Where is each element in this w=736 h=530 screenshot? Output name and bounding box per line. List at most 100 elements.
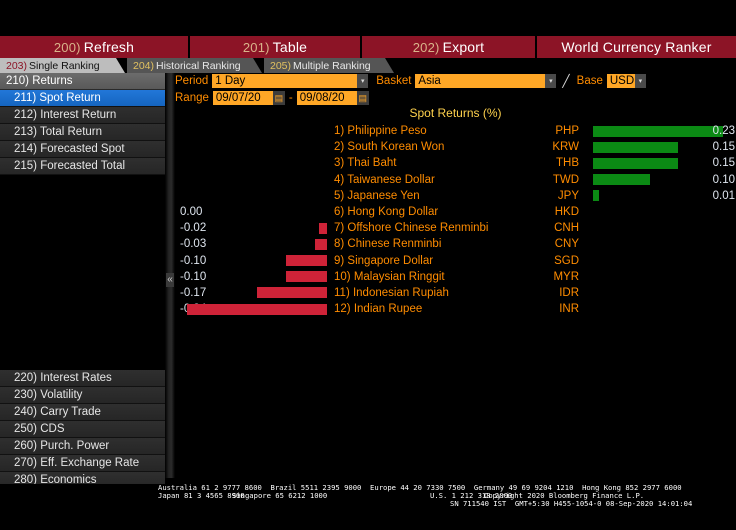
chart-row[interactable]: 0.10 4) Taiwanese Dollar TWD xyxy=(175,172,736,188)
range-end-calendar-icon[interactable]: ▤ xyxy=(356,91,369,105)
chart-row-index: 2) xyxy=(334,141,348,154)
sidebar-item-total-return[interactable]: 213) Total Return xyxy=(0,124,165,141)
sidebar-item-forecasted-total[interactable]: 215) Forecasted Total xyxy=(0,158,165,175)
collapse-sidebar-icon[interactable]: « xyxy=(166,273,174,287)
chart-bar-negative[interactable] xyxy=(285,255,327,266)
chart-row-positive-value: 0.15 xyxy=(712,141,735,154)
sidebar-item-interest-rates[interactable]: 220) Interest Rates xyxy=(0,370,165,387)
chart-row-name-label: Thai Baht xyxy=(347,157,397,170)
range-dash: - xyxy=(288,92,293,104)
tab-multiple-ranking[interactable]: 205) Multiple Ranking xyxy=(264,58,394,73)
chart-row[interactable]: 0.15 2) South Korean Won KRW xyxy=(175,139,736,155)
terminal-footer: Australia 61 2 9777 8600 Brazil 5511 239… xyxy=(0,484,736,530)
base-select[interactable]: USD xyxy=(606,74,635,88)
chart-bar-negative[interactable] xyxy=(285,271,327,283)
range-start-calendar-icon[interactable]: ▤ xyxy=(272,91,285,105)
chart-bar-positive[interactable] xyxy=(593,125,723,137)
chart-row-currency-name: 2) South Korean Won xyxy=(334,139,444,155)
range-start-input[interactable]: 09/07/20 xyxy=(212,91,273,105)
chart-row-positive-value: 0.10 xyxy=(712,173,735,186)
chart-row-currency-code: TWD xyxy=(552,173,579,186)
footer-contacts-japan: Japan 81 3 4565 8900 xyxy=(158,491,245,500)
sidebar-item-spot-return-label: 211) Spot Return xyxy=(14,92,101,104)
sidebar-item-volatility[interactable]: 230) Volatility xyxy=(0,387,165,404)
sidebar-item-interest-return-label: 212) Interest Return xyxy=(14,109,117,121)
chart-row-name-label: Japanese Yen xyxy=(347,189,420,202)
chart-row[interactable]: -0.02 7) Offshore Chinese Renminbi CNH xyxy=(175,220,736,236)
chart-title: Spot Returns (%) xyxy=(409,106,502,120)
refresh-button[interactable]: 200) Refresh xyxy=(0,36,190,58)
chart-row-currency-code: HKD xyxy=(554,205,579,218)
chart-row-index: 8) xyxy=(334,238,348,251)
sidebar-item-purch-power[interactable]: 260) Purch. Power xyxy=(0,438,165,455)
chart-bar-negative[interactable] xyxy=(318,222,327,234)
page-title-label: World Currency Ranker xyxy=(561,39,712,55)
basket-select[interactable]: Asia xyxy=(415,74,546,88)
period-chevron-down-icon[interactable]: ▾ xyxy=(357,74,369,88)
chart-row-negative-value: -0.10 xyxy=(180,254,207,267)
chart-row-name-label: Malaysian Ringgit xyxy=(353,270,445,283)
chart-row-negative-value: -0.17 xyxy=(180,286,207,299)
chart-row-negative-value: 0.00 xyxy=(180,205,203,218)
table-button[interactable]: 201) Table xyxy=(190,36,362,58)
edit-pencil-icon[interactable]: ╱ xyxy=(562,74,570,88)
base-label: Base xyxy=(576,75,603,87)
chart-bar-positive[interactable] xyxy=(593,190,599,202)
base-chevron-down-icon[interactable]: ▾ xyxy=(634,74,646,88)
chart-row[interactable]: 0.15 3) Thai Baht THB xyxy=(175,155,736,171)
chart-row[interactable]: -0.10 9) Singapore Dollar SGD xyxy=(175,253,736,269)
chart-row[interactable]: -0.03 8) Chinese Renminbi CNY xyxy=(175,236,736,252)
export-button-number: 202) xyxy=(412,39,440,55)
tab-single-ranking-label: Single Ranking xyxy=(29,59,100,72)
chart-row[interactable]: 0.00 6) Hong Kong Dollar HKD xyxy=(175,204,736,220)
sidebar-bottom-group: 220) Interest Rates 230) Volatility 240)… xyxy=(0,370,165,489)
tab-historical-ranking[interactable]: 204) Historical Ranking xyxy=(127,58,262,73)
chart-row-index: 5) xyxy=(334,189,348,202)
sidebar-item-forecasted-spot[interactable]: 214) Forecasted Spot xyxy=(0,141,165,158)
export-button[interactable]: 202) Export xyxy=(362,36,537,58)
chart-row-currency-name: 6) Hong Kong Dollar xyxy=(334,204,438,220)
basket-chevron-down-icon[interactable]: ▾ xyxy=(545,74,557,88)
sidebar-item-economics-label: 280) Economics xyxy=(14,474,97,486)
chart-row[interactable]: -0.17 11) Indonesian Rupiah IDR xyxy=(175,285,736,301)
sidebar-group-returns-label: 210) Returns xyxy=(6,75,73,87)
chart-row-positive-value: 0.15 xyxy=(712,157,735,170)
sidebar-item-cds[interactable]: 250) CDS xyxy=(0,421,165,438)
chart-row[interactable]: 0.01 5) Japanese Yen JPY xyxy=(175,188,736,204)
sidebar-item-spot-return[interactable]: 211) Spot Return xyxy=(0,90,165,107)
sidebar-item-eff-exchange-rate[interactable]: 270) Eff. Exchange Rate xyxy=(0,455,165,472)
period-select[interactable]: 1 Day xyxy=(212,74,358,88)
sidebar-group-returns: 210) Returns xyxy=(0,73,165,90)
chart-row-index: 3) xyxy=(334,157,348,170)
chart-row-currency-code: CNH xyxy=(554,222,579,235)
chart-row-currency-code: INR xyxy=(559,303,579,316)
tab-multiple-ranking-label: Multiple Ranking xyxy=(293,59,371,72)
chart-bar-positive[interactable] xyxy=(593,174,650,186)
chart-bar-negative[interactable] xyxy=(187,303,327,315)
sidebar-item-interest-return[interactable]: 212) Interest Return xyxy=(0,107,165,124)
sidebar-item-total-return-label: 213) Total Return xyxy=(14,126,103,138)
chart-bar-negative[interactable] xyxy=(257,287,327,299)
chart-row[interactable]: -0.10 10) Malaysian Ringgit MYR xyxy=(175,269,736,285)
sidebar-item-carry-trade[interactable]: 240) Carry Trade xyxy=(0,404,165,421)
spot-returns-chart: Spot Returns (%) 0.23 1) Philippine Peso P… xyxy=(175,106,736,321)
chart-bar-positive[interactable] xyxy=(593,141,678,153)
table-button-label: Table xyxy=(272,39,308,55)
chart-bar-negative[interactable] xyxy=(314,238,327,250)
chart-bar-positive[interactable] xyxy=(593,157,678,169)
tab-single-ranking[interactable]: 203) Single Ranking xyxy=(0,58,125,73)
chart-row-index: 6) xyxy=(334,205,348,218)
tab-historical-ranking-label: Historical Ranking xyxy=(156,59,241,72)
chart-row-name-label: Indian Rupee xyxy=(353,303,423,316)
page-title: World Currency Ranker xyxy=(537,36,736,58)
chart-row-currency-name: 11) Indonesian Rupiah xyxy=(334,285,449,301)
refresh-button-number: 200) xyxy=(53,39,81,55)
chart-row-name-label: South Korean Won xyxy=(347,141,445,154)
chart-row-name-label: Taiwanese Dollar xyxy=(347,173,435,186)
chart-row-currency-code: PHP xyxy=(555,125,579,137)
chart-row-currency-code: SGD xyxy=(554,254,579,267)
range-end-input[interactable]: 09/08/20 xyxy=(296,91,357,105)
chart-row[interactable]: 0.23 1) Philippine Peso PHP xyxy=(175,123,736,139)
